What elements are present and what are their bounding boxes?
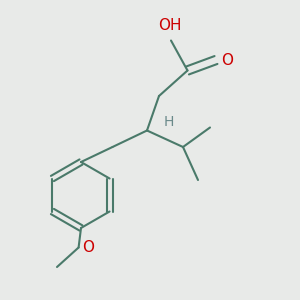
Text: H: H — [164, 115, 174, 128]
Text: OH: OH — [158, 18, 181, 33]
Text: O: O — [82, 240, 94, 255]
Text: O: O — [221, 53, 233, 68]
